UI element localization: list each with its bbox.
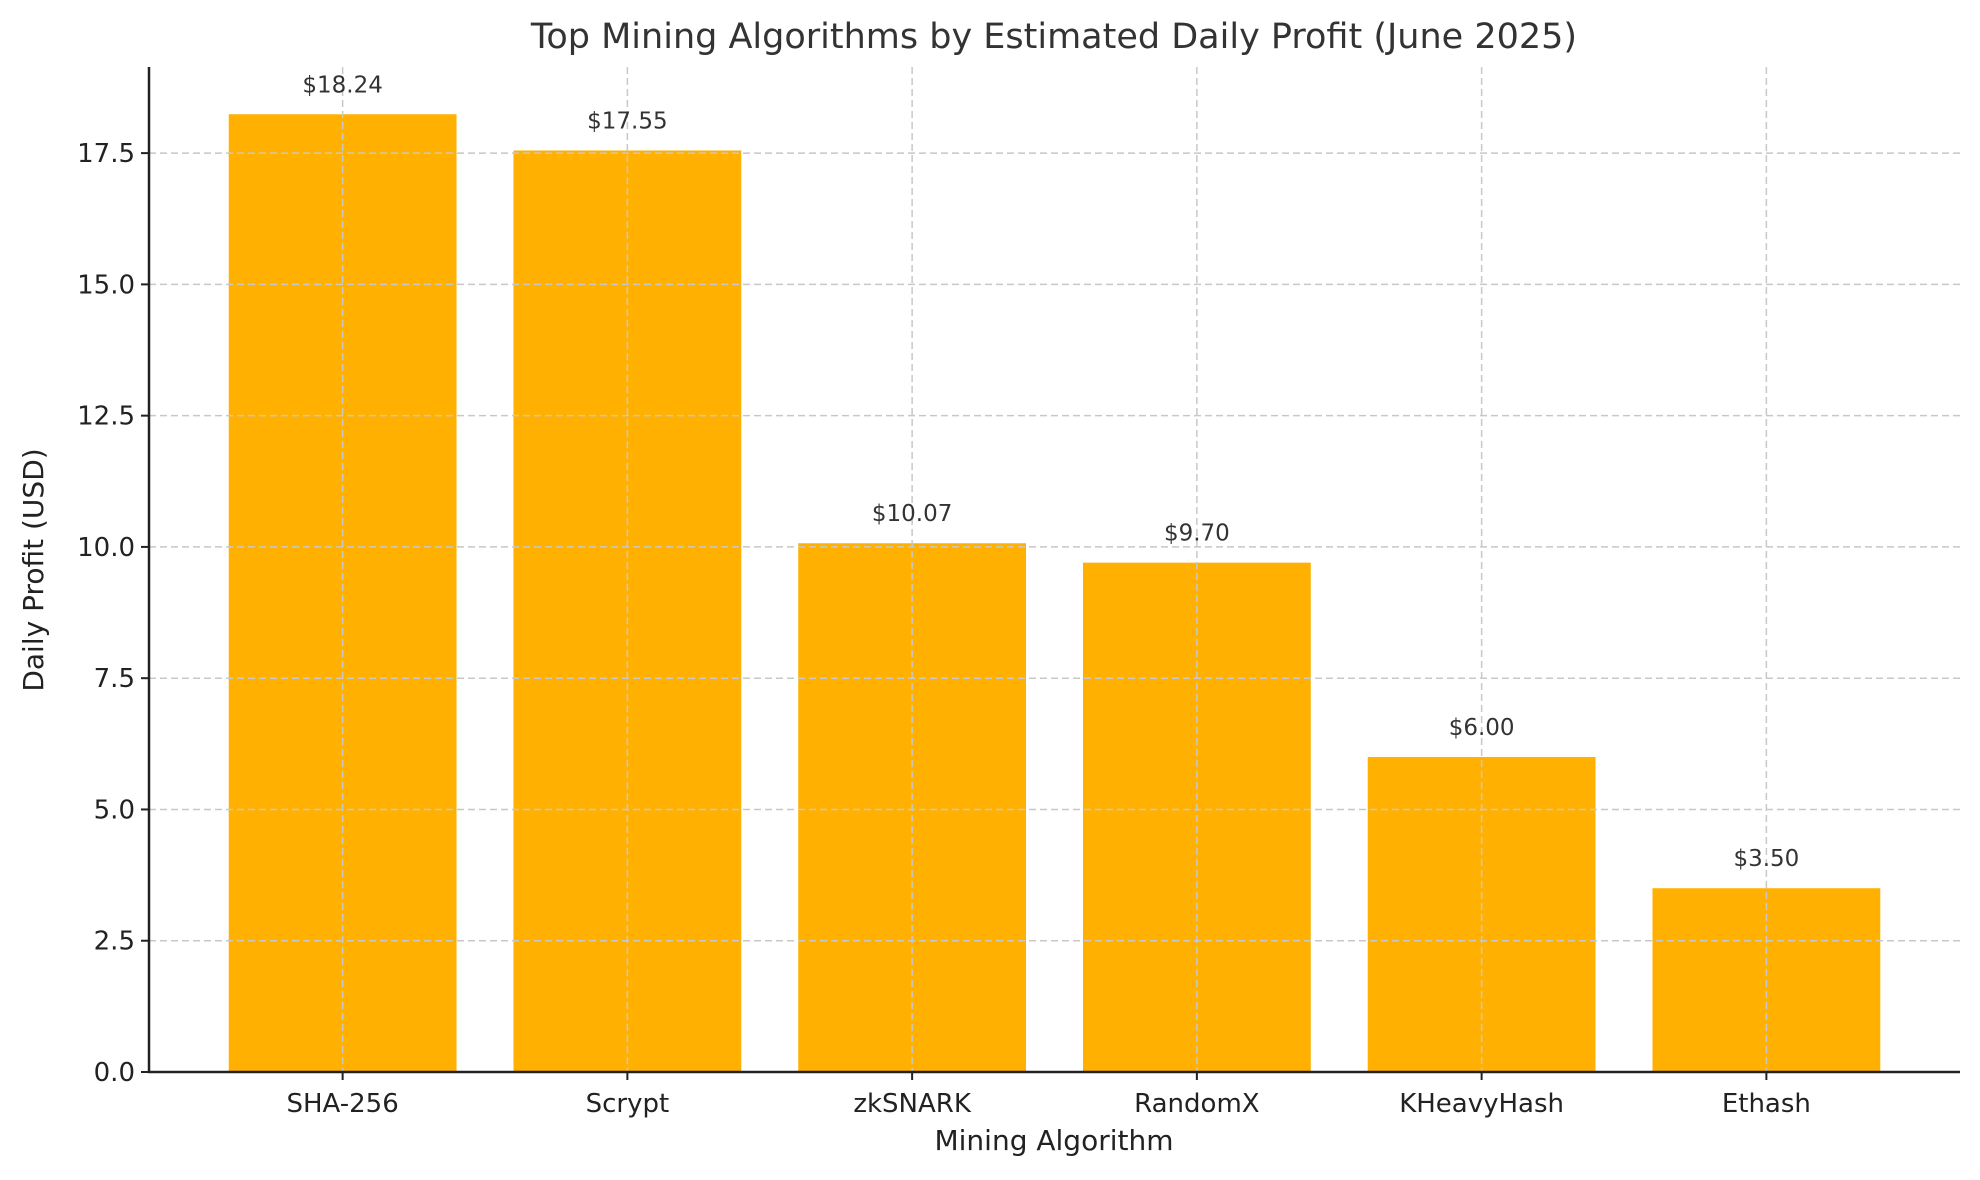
- data-label: $10.07: [872, 501, 952, 527]
- y-tick-label: 2.5: [94, 927, 135, 957]
- y-tick-label: 7.5: [94, 664, 135, 694]
- y-tick-label: 12.5: [77, 402, 135, 432]
- bars: [228, 114, 1881, 1073]
- x-tick-label: RandomX: [1134, 1089, 1259, 1119]
- y-tick-label: 17.5: [77, 139, 135, 169]
- y-axis-label: Daily Profit (USD): [17, 448, 50, 691]
- y-tick-label: 5.0: [94, 795, 135, 825]
- data-label: $17.55: [587, 108, 667, 134]
- data-label: $6.00: [1449, 715, 1515, 741]
- x-axis-label: Mining Algorithm: [934, 1124, 1173, 1157]
- chart-title: Top Mining Algorithms by Estimated Daily…: [530, 17, 1577, 57]
- data-label: $18.24: [302, 72, 382, 98]
- data-label: $9.70: [1164, 521, 1230, 547]
- x-tick-label: zkSNARK: [853, 1089, 972, 1119]
- x-tick-label: KHeavyHash: [1399, 1089, 1564, 1119]
- data-label: $3.50: [1733, 846, 1799, 872]
- y-tick-label: 15.0: [77, 270, 135, 300]
- x-tick-label: SHA-256: [286, 1089, 398, 1119]
- y-tick-label: 10.0: [77, 533, 135, 563]
- x-tick-label: Ethash: [1722, 1089, 1811, 1119]
- bar-sha-256: [228, 114, 457, 1072]
- grid-lines: [149, 67, 1960, 1072]
- axes: 0.0 2.5 5.0 7.5 10.0 12.5 15.0 17.5 $18.24 SHA-25…: [77, 67, 1960, 1119]
- y-tick-label: 0.0: [94, 1058, 135, 1088]
- x-tick-label: Scrypt: [586, 1089, 670, 1119]
